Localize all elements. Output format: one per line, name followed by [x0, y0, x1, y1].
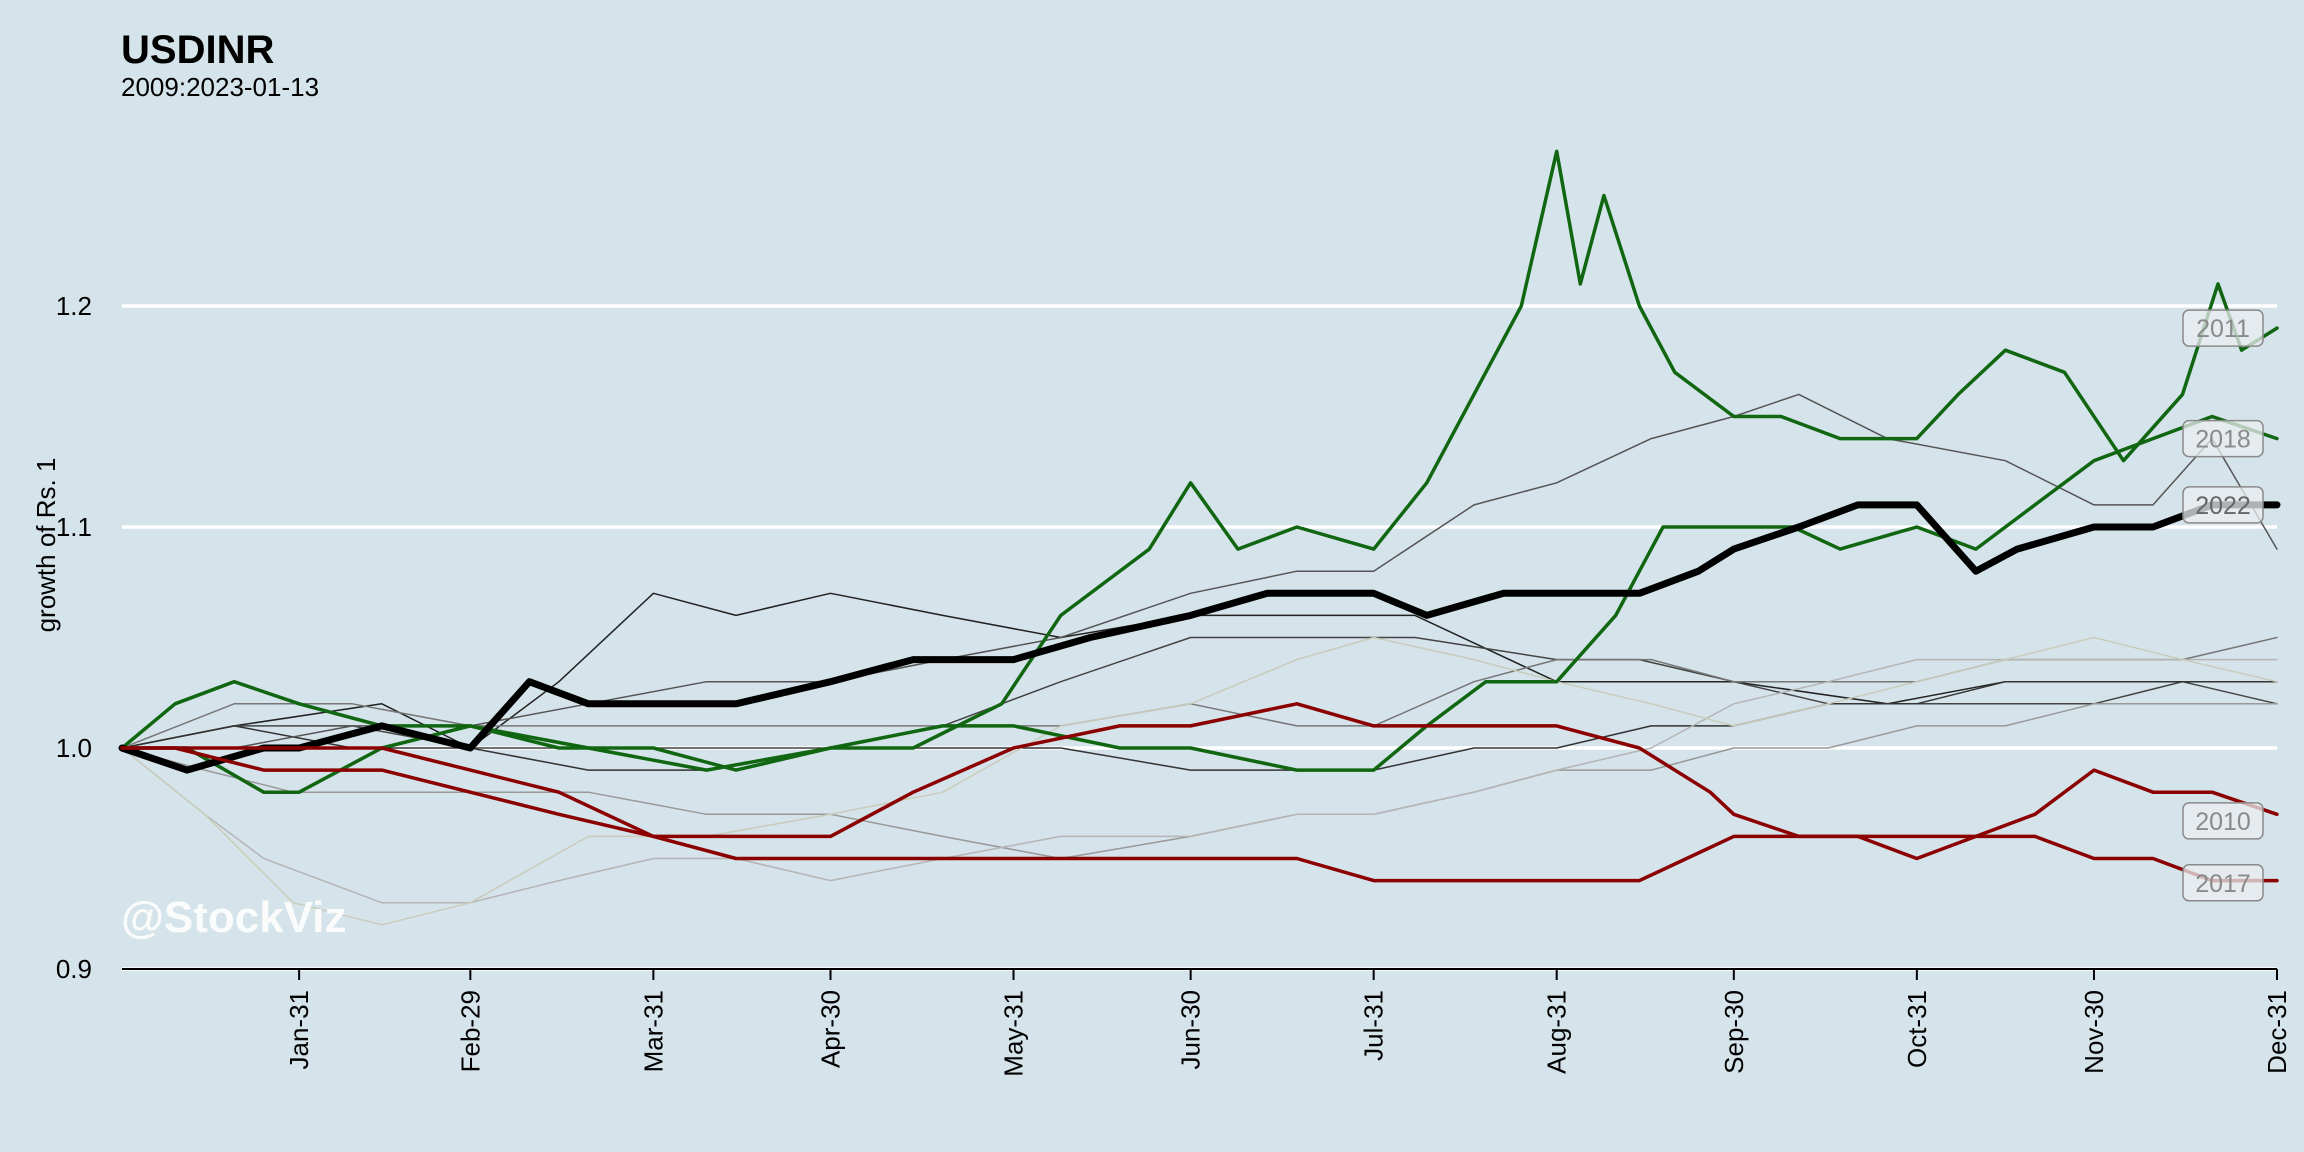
- end-label-box: [2182, 864, 2264, 902]
- watermark: @StockViz: [121, 893, 347, 942]
- end-label-box: [2182, 802, 2264, 840]
- end-label-text: 2018: [2195, 426, 2251, 454]
- end-label-text: 2017: [2195, 870, 2251, 898]
- axes: Jan-31 Feb-29 Mar-31 Apr-30 May-31 Jun-30 Jul-…: [122, 968, 2292, 1077]
- end-labels: 2011 2018 2022 2010 2017: [2182, 309, 2264, 902]
- x-tick-label: Sep-30: [1719, 990, 1749, 1074]
- x-tick-label: Nov-30: [2079, 990, 2109, 1074]
- end-label-2011: 2011: [2182, 309, 2264, 347]
- series-line-2022: [118, 501, 2281, 774]
- chart-subtitle: 2009:2023-01-13: [121, 72, 320, 102]
- end-label-text: 2022: [2195, 492, 2251, 520]
- x-tick-label: Dec-31: [2262, 990, 2292, 1074]
- end-label-box: [2182, 419, 2264, 458]
- series-line-2011: [120, 149, 2279, 772]
- end-label-text: 2011: [2196, 315, 2250, 343]
- end-label-2018: 2018: [2182, 419, 2264, 458]
- x-tick-label: Apr-30: [815, 990, 845, 1068]
- y-tick-label: 1.0: [56, 733, 92, 763]
- end-label-2010: 2010: [2182, 802, 2264, 840]
- y-tick-label: 0.9: [56, 954, 92, 984]
- y-tick-label: 1.2: [56, 291, 92, 321]
- end-label-box: [2182, 309, 2264, 347]
- x-tick-label: Mar-31: [638, 990, 668, 1072]
- highlighted-year-lines: [118, 149, 2281, 883]
- y-axis-label: growth of Rs. 1: [31, 458, 61, 633]
- x-tick-label: Jan-31: [284, 990, 314, 1070]
- grid-lines: 0.9 1.0 1.1 1.2: [56, 291, 2277, 984]
- end-label-2022: 2022: [2182, 486, 2264, 524]
- end-label-text: 2010: [2195, 808, 2251, 836]
- series-line-other: [121, 658, 2278, 904]
- end-label-2017: 2017: [2182, 864, 2264, 902]
- series-line-2010: [120, 702, 2279, 839]
- x-tick-label: Aug-31: [1542, 990, 1572, 1074]
- chart-title: USDINR: [121, 28, 275, 72]
- series-line-other: [121, 393, 2278, 749]
- series-line-other: [121, 636, 2278, 749]
- y-tick-label: 1.1: [56, 512, 92, 542]
- series-line-2017: [120, 746, 2279, 883]
- x-tick-label: Jul-31: [1359, 990, 1389, 1061]
- x-tick-label: Feb-29: [455, 990, 485, 1072]
- x-tick-label: Oct-31: [1902, 990, 1932, 1068]
- end-label-box: [2182, 486, 2264, 524]
- series-line-other: [121, 636, 2278, 926]
- x-tick-label: May-31: [999, 990, 1029, 1077]
- x-tick-label: Jun-30: [1176, 990, 1206, 1070]
- series-line-2018: [120, 414, 2279, 794]
